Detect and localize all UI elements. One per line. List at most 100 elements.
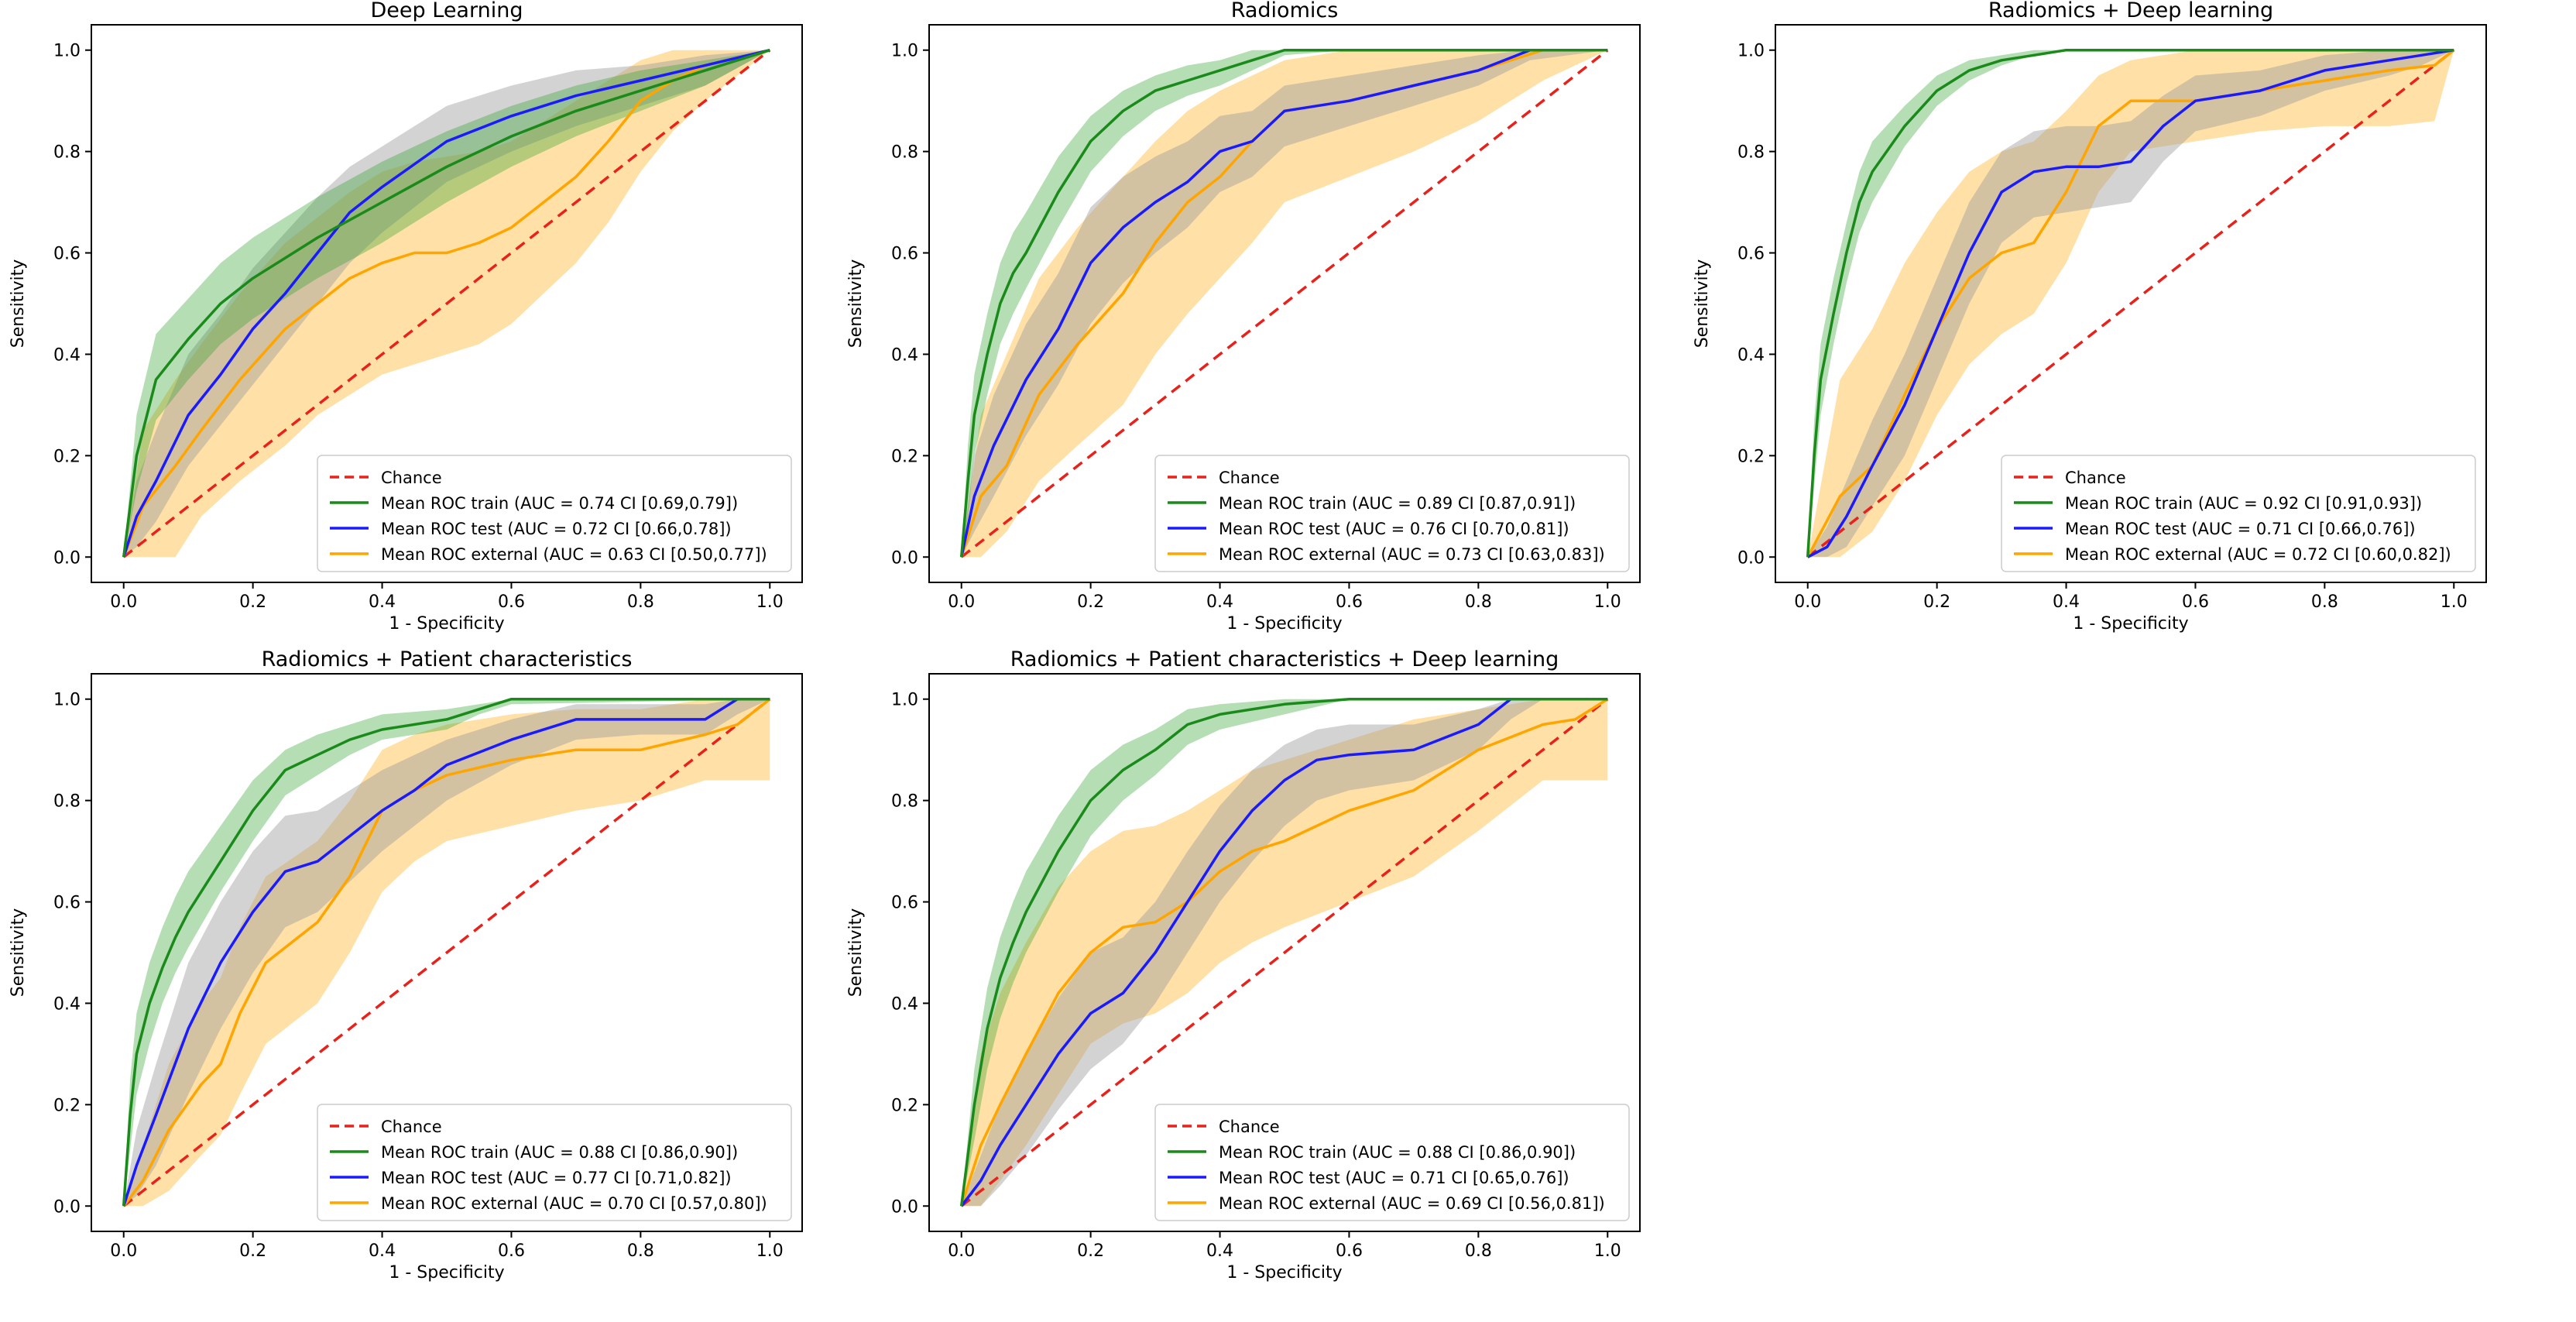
- y-axis-label: Sensitivity: [846, 908, 866, 998]
- y-tick-label: 0.4: [891, 345, 918, 365]
- subplot-4: Radiomics + Patient characteristics 0.0 0.…: [9, 647, 803, 1283]
- y-tick-label: 0.8: [53, 792, 81, 812]
- legend-label-train: Mean ROC train (AUC = 0.89 CI [0.87,0.91…: [1219, 494, 1576, 513]
- y-tick-label: 0.2: [1737, 447, 1765, 466]
- legend: Chance Mean ROC train (AUC = 0.88 CI [0.8…: [317, 1104, 792, 1221]
- legend: Chance Mean ROC train (AUC = 0.92 CI [0.9…: [2001, 455, 2476, 572]
- plot-area: [959, 697, 1609, 1207]
- y-axis-label: Sensitivity: [1693, 259, 1712, 349]
- x-tick-label: 1.0: [1594, 592, 1621, 612]
- legend-label-test: Mean ROC test (AUC = 0.77 CI [0.71,0.82]…: [381, 1169, 732, 1187]
- legend-frame: [1154, 455, 1630, 572]
- roc-line-chance: [122, 698, 771, 1207]
- legend-label-train: Mean ROC train (AUC = 0.92 CI [0.91,0.93…: [2065, 494, 2422, 513]
- legend-label-external: Mean ROC external (AUC = 0.73 CI [0.63,0…: [1219, 545, 1605, 564]
- roc-line-external: [122, 698, 771, 1207]
- x-tick-label: 1.0: [1594, 1241, 1621, 1261]
- legend-label-chance: Chance: [381, 469, 442, 487]
- chart-title: Deep Learning: [371, 0, 523, 22]
- y-tick-label: 0.8: [53, 143, 81, 163]
- x-tick-label: 1.0: [2441, 592, 2468, 612]
- x-axis-label: 1 - Specificity: [2073, 614, 2188, 634]
- x-tick-label: 1.0: [756, 592, 784, 612]
- y-tick-label: 0.0: [53, 1197, 81, 1217]
- subplot-5: Radiomics + Patient characteristics + De…: [846, 647, 1641, 1283]
- x-tick-label: 0.8: [1465, 592, 1492, 612]
- ci-band-train: [123, 50, 770, 558]
- legend-label-train: Mean ROC train (AUC = 0.88 CI [0.86,0.90…: [1219, 1143, 1576, 1162]
- roc-line-train: [122, 697, 770, 1207]
- x-axis-label: 1 - Specificity: [389, 614, 504, 634]
- legend-label-test: Mean ROC test (AUC = 0.72 CI [0.66,0.78]…: [381, 520, 732, 538]
- roc-line-train: [122, 49, 770, 558]
- y-tick-label: 1.0: [891, 42, 918, 61]
- ci-band-test: [123, 699, 770, 1207]
- y-tick-label: 0.2: [53, 1096, 81, 1115]
- y-tick-label: 0.2: [891, 447, 918, 466]
- subplot-1: Deep Learning 0.0 0.0 0.2 0.2 0.4 0.4 0.6 0.6 0.8…: [9, 0, 803, 634]
- roc-line-chance: [1806, 49, 2455, 558]
- y-tick-label: 0.6: [891, 894, 918, 913]
- legend-label-train: Mean ROC train (AUC = 0.74 CI [0.69,0.79…: [381, 494, 738, 513]
- y-tick-label: 0.2: [891, 1096, 918, 1115]
- ci-band-test: [1807, 50, 2454, 558]
- y-tick-label: 0.6: [53, 245, 81, 264]
- legend-label-train: Mean ROC train (AUC = 0.88 CI [0.86,0.90…: [381, 1143, 738, 1162]
- x-axis-label: 1 - Specificity: [389, 1263, 504, 1283]
- ci-band-test: [961, 50, 1608, 558]
- x-tick-label: 0.8: [1465, 1241, 1492, 1261]
- subplot-3: Radiomics + Deep learning 0.0 0.0 0.2 0.2 0.4…: [1693, 0, 2487, 634]
- x-tick-label: 0.8: [2311, 592, 2338, 612]
- y-tick-label: 0.4: [1737, 345, 1765, 365]
- x-tick-label: 1.0: [756, 1241, 784, 1261]
- legend: Chance Mean ROC train (AUC = 0.74 CI [0.6…: [317, 455, 792, 572]
- roc-line-train: [959, 48, 1608, 558]
- x-tick-label: 0.0: [1794, 592, 1821, 612]
- roc-line-test: [122, 697, 770, 1207]
- chart-title: Radiomics + Patient characteristics: [262, 647, 633, 671]
- legend-frame: [2001, 455, 2476, 572]
- subplot-2: Radiomics 0.0 0.0 0.2 0.2 0.4 0.4 0.6 0.6 0.8 0.8 1…: [846, 0, 1641, 634]
- y-tick-label: 0.4: [53, 994, 81, 1014]
- x-tick-label: 0.6: [498, 1241, 525, 1261]
- ci-band-test: [123, 50, 770, 558]
- plot-area: [122, 697, 771, 1207]
- x-tick-label: 0.8: [627, 592, 654, 612]
- roc-line-test: [960, 697, 1608, 1207]
- legend-label-external: Mean ROC external (AUC = 0.70 CI [0.57,0…: [381, 1194, 767, 1213]
- y-tick-label: 0.6: [1737, 245, 1765, 264]
- roc-line-train: [1806, 48, 2454, 558]
- plot-area: [959, 48, 1609, 558]
- x-tick-label: 0.0: [948, 1241, 975, 1261]
- x-axis-label: 1 - Specificity: [1226, 1263, 1342, 1283]
- x-tick-label: 0.2: [1077, 1241, 1104, 1261]
- plot-area: [1806, 48, 2455, 558]
- y-tick-label: 0.6: [53, 894, 81, 913]
- x-tick-label: 0.6: [498, 592, 525, 612]
- x-tick-label: 0.2: [239, 592, 266, 612]
- roc-line-train: [959, 697, 1608, 1207]
- y-tick-label: 0.8: [891, 792, 918, 812]
- legend-frame: [317, 455, 792, 572]
- x-tick-label: 0.2: [1077, 592, 1104, 612]
- x-tick-label: 0.4: [369, 592, 396, 612]
- x-axis-label: 1 - Specificity: [1226, 614, 1342, 634]
- y-tick-label: 0.4: [891, 994, 918, 1014]
- x-tick-label: 0.0: [110, 1241, 137, 1261]
- legend-frame: [317, 1104, 792, 1221]
- legend-label-chance: Chance: [1219, 1118, 1280, 1136]
- legend-label-chance: Chance: [2065, 469, 2126, 487]
- plot-area: [122, 48, 771, 558]
- chart-title: Radiomics + Deep learning: [1988, 0, 2273, 22]
- y-tick-label: 1.0: [53, 691, 81, 710]
- x-tick-label: 0.6: [2182, 592, 2209, 612]
- legend-label-test: Mean ROC test (AUC = 0.76 CI [0.70,0.81]…: [1219, 520, 1569, 538]
- y-axis-label: Sensitivity: [9, 259, 28, 349]
- chart-title: Radiomics + Patient characteristics + De…: [1010, 647, 1559, 671]
- x-tick-label: 0.6: [1336, 1241, 1363, 1261]
- x-tick-label: 0.4: [1206, 1241, 1233, 1261]
- y-tick-label: 0.0: [1737, 548, 1765, 568]
- y-tick-label: 1.0: [891, 691, 918, 710]
- x-tick-label: 0.2: [1923, 592, 1950, 612]
